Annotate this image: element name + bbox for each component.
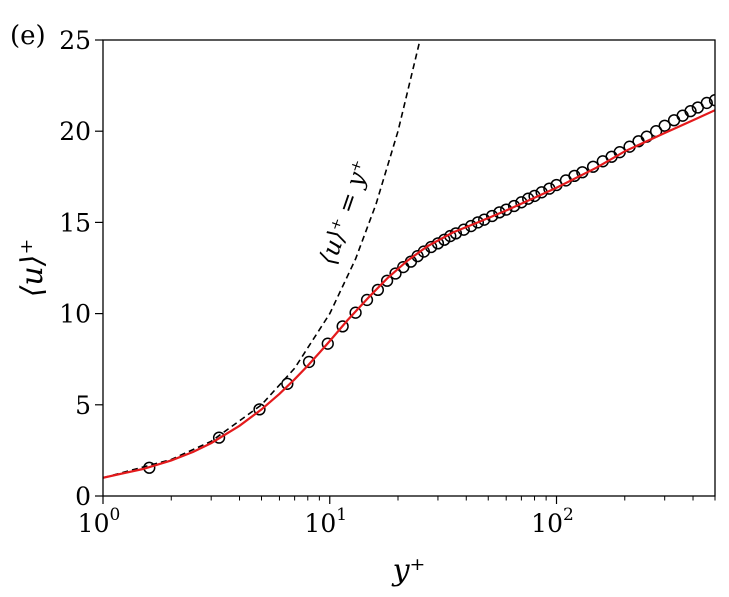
dashed-line-annotation: ⟨u⟩⁺ = y⁺	[314, 157, 376, 269]
data-point	[253, 403, 266, 416]
series-layer	[103, 40, 715, 479]
y-axis-title: ⟨u⟩⁺	[15, 239, 50, 298]
y-tick-label: 10	[59, 300, 91, 329]
data-point	[281, 377, 294, 390]
data-point	[485, 209, 499, 223]
data-point	[349, 306, 362, 319]
data-point	[302, 355, 316, 369]
data-point	[507, 199, 521, 213]
x-tick-label: 100	[78, 505, 121, 538]
y-tick-label: 20	[59, 117, 91, 146]
tick-labels: 100 101 102 0 5 10 15 20 25	[59, 26, 574, 538]
data-point	[371, 283, 385, 297]
data-point	[389, 267, 402, 280]
data-point	[471, 216, 485, 229]
plot-frame	[102, 39, 716, 497]
data-point	[658, 119, 671, 132]
solid-series-line	[103, 109, 715, 479]
y-tick-label: 25	[59, 26, 91, 55]
data-point	[500, 203, 513, 216]
data-point	[336, 320, 349, 333]
data-point	[700, 96, 713, 110]
dashed-reference-line	[103, 40, 421, 479]
y-tick-label: 5	[75, 391, 91, 420]
data-point	[493, 206, 506, 219]
data-point	[464, 219, 478, 233]
data-point	[684, 104, 697, 118]
data-point	[321, 337, 334, 350]
data-point	[380, 274, 394, 287]
data-point	[360, 293, 374, 307]
y-tick-label: 15	[59, 208, 91, 237]
data-point	[212, 431, 226, 444]
data-point	[478, 213, 491, 226]
x-tick-label: 101	[304, 505, 347, 538]
panel-label: (e)	[10, 21, 46, 51]
y-tick-label: 0	[75, 482, 91, 511]
axis-ticks	[95, 39, 716, 504]
x-axis-title: y⁺	[391, 553, 426, 588]
x-tick-label: 102	[531, 505, 574, 538]
